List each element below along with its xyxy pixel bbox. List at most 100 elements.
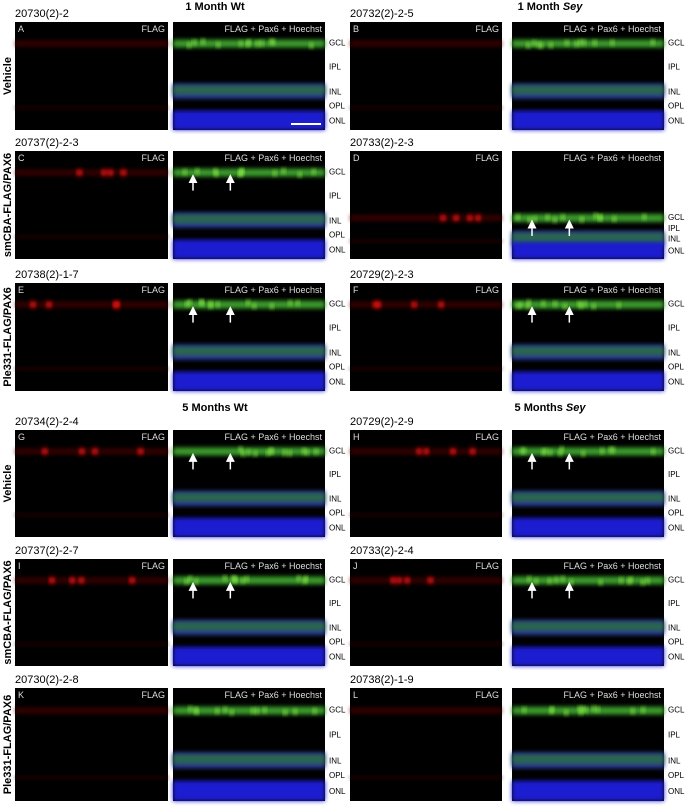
green-cell xyxy=(597,215,603,221)
layer-label: IPL xyxy=(329,191,342,200)
layer-label: INL xyxy=(329,624,342,633)
green-cell xyxy=(282,450,288,456)
layer-label: ONL xyxy=(668,377,685,386)
green-cell xyxy=(618,577,624,583)
channel-label: FLAG xyxy=(475,432,499,442)
green-cell xyxy=(595,706,601,712)
channel-label: FLAG xyxy=(141,561,165,571)
channel-label: FLAG xyxy=(475,24,499,34)
flag-image xyxy=(15,688,168,801)
green-cell xyxy=(254,708,260,714)
green-cell xyxy=(548,42,554,48)
green-cell xyxy=(580,450,586,456)
green-cell xyxy=(591,706,597,712)
panel-letter: H xyxy=(353,432,360,442)
channel-label: FLAG + Pax6 + Hoechst xyxy=(563,432,661,442)
green-inl xyxy=(512,233,664,242)
green-cell xyxy=(577,40,583,46)
red-band xyxy=(350,367,502,371)
red-band xyxy=(350,642,502,646)
green-cell xyxy=(616,302,622,308)
nuclear-layer xyxy=(512,517,664,537)
green-cell xyxy=(548,708,554,714)
green-cell xyxy=(191,40,197,46)
layer-label: INL xyxy=(329,348,342,357)
red-band xyxy=(350,301,502,308)
channel-label: FLAG + Pax6 + Hoechst xyxy=(224,561,322,571)
nuclear-layer xyxy=(173,646,325,666)
red-band xyxy=(15,169,168,176)
green-cell xyxy=(193,707,199,713)
green-gcl xyxy=(173,706,325,715)
green-cell xyxy=(650,39,656,45)
green-cell xyxy=(295,300,301,306)
green-cell xyxy=(270,39,276,45)
green-cell xyxy=(222,576,228,582)
green-cell xyxy=(515,214,521,220)
layer-label: IPL xyxy=(668,323,681,332)
layer-label: INL xyxy=(329,216,342,225)
layer-label: GCL xyxy=(329,168,346,177)
title-prefix: 5 Months xyxy=(182,402,230,414)
nuclear-layer xyxy=(173,110,325,130)
red-band xyxy=(15,367,168,371)
green-cell xyxy=(184,301,190,307)
green-cell xyxy=(281,168,287,174)
layer-label: OPL xyxy=(668,101,685,110)
green-cell xyxy=(650,448,656,454)
layer-label: ONL xyxy=(668,116,685,125)
layer-label: ONL xyxy=(329,377,346,386)
red-cell xyxy=(119,169,127,177)
green-cell xyxy=(609,40,615,46)
flag-image xyxy=(15,22,168,130)
green-cell xyxy=(563,710,569,716)
green-cell xyxy=(641,214,647,220)
red-band xyxy=(15,642,168,646)
channel-label: FLAG xyxy=(141,285,165,295)
green-cell xyxy=(591,303,597,309)
green-cell xyxy=(518,302,524,308)
layer-label: INL xyxy=(329,757,342,766)
layer-label: GCL xyxy=(668,706,685,715)
layer-label: IPL xyxy=(668,599,681,608)
green-cell xyxy=(301,448,307,454)
flag-image xyxy=(350,430,502,537)
layer-label: ONL xyxy=(329,245,346,254)
green-cell xyxy=(557,450,563,456)
green-cell xyxy=(532,216,538,222)
title-prefix: 5 Months xyxy=(515,402,563,414)
layer-label: GCL xyxy=(329,706,346,715)
channel-label: FLAG xyxy=(475,690,499,700)
green-cell xyxy=(182,169,188,175)
red-band xyxy=(15,513,168,517)
panel-id: 20737(2)-2-3 xyxy=(15,137,79,149)
flag-image xyxy=(350,688,502,801)
red-cell xyxy=(41,447,49,455)
layer-label: OPL xyxy=(329,101,346,110)
panel-letter: C xyxy=(18,153,25,163)
green-cell xyxy=(200,39,206,45)
red-cell xyxy=(395,576,403,584)
red-cell xyxy=(91,447,99,455)
green-cell xyxy=(312,708,318,714)
panel-id: 20737(2)-2-7 xyxy=(15,545,79,557)
layer-label: GCL xyxy=(668,213,685,222)
green-cell xyxy=(287,450,293,456)
column-title: 1 Month Wt xyxy=(185,1,245,13)
red-band xyxy=(350,707,502,714)
green-cell xyxy=(240,450,246,456)
red-cell xyxy=(112,301,120,309)
panel-id: 20730(2)-2 xyxy=(15,8,69,20)
red-band xyxy=(350,239,502,243)
red-cell xyxy=(439,214,447,222)
panel-letter: L xyxy=(353,690,358,700)
green-inl xyxy=(512,493,664,502)
nuclear-layer xyxy=(512,110,664,130)
green-cell xyxy=(244,576,250,582)
green-gcl xyxy=(512,706,664,715)
row-label: smCBA-FLAG/PAX6 xyxy=(2,560,14,664)
green-cell xyxy=(269,303,275,309)
green-cell xyxy=(640,579,646,585)
layer-label: GCL xyxy=(329,300,346,309)
